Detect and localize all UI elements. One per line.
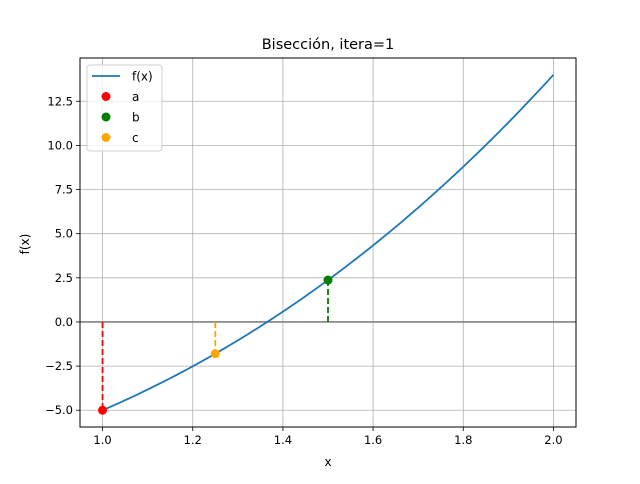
point-c [210,349,220,359]
legend-marker-icon [101,112,111,122]
legend-label: a [132,90,139,104]
x-tick-label: 2.0 [544,433,562,447]
function-curve [102,74,555,412]
plot-frame [79,57,577,428]
x-tick-label: 1.0 [93,433,111,447]
y-tick-label: 10.0 [47,138,73,152]
legend-label: b [132,111,140,125]
x-tick-label: 1.8 [454,433,472,447]
markers [98,275,333,415]
y-tick-label: 5.0 [55,227,73,241]
y-tick-label: 7.5 [55,183,73,197]
x-axis-label: x [324,455,331,469]
legend-marker-icon [101,133,111,142]
point-a [98,405,108,415]
grid-lines [80,58,576,427]
x-tick-label: 1.4 [274,433,292,447]
chart-title: Bisección, itera=1 [262,37,395,53]
x-tick-label: 1.2 [184,433,202,447]
y-axis-label: f(x) [18,234,32,255]
y-axis-ticks: −5.0 −2.5 0.0 2.5 5.0 7.5 10.0 12.5 [45,94,80,417]
legend: f(x) abc [86,64,163,152]
point-b [323,275,333,285]
x-axis-ticks: 1.0 1.2 1.4 1.6 1.8 2.0 [93,427,563,447]
legend-marker-icon [101,92,111,101]
y-tick-label: −5.0 [45,403,73,417]
legend-label: f(x) [132,70,153,84]
x-tick-label: 1.6 [364,433,382,447]
y-tick-label: 0.0 [55,315,73,329]
legend-label: c [132,131,139,145]
y-tick-label: 12.5 [47,94,73,108]
y-tick-label: 2.5 [55,271,73,285]
y-tick-label: −2.5 [45,359,73,373]
